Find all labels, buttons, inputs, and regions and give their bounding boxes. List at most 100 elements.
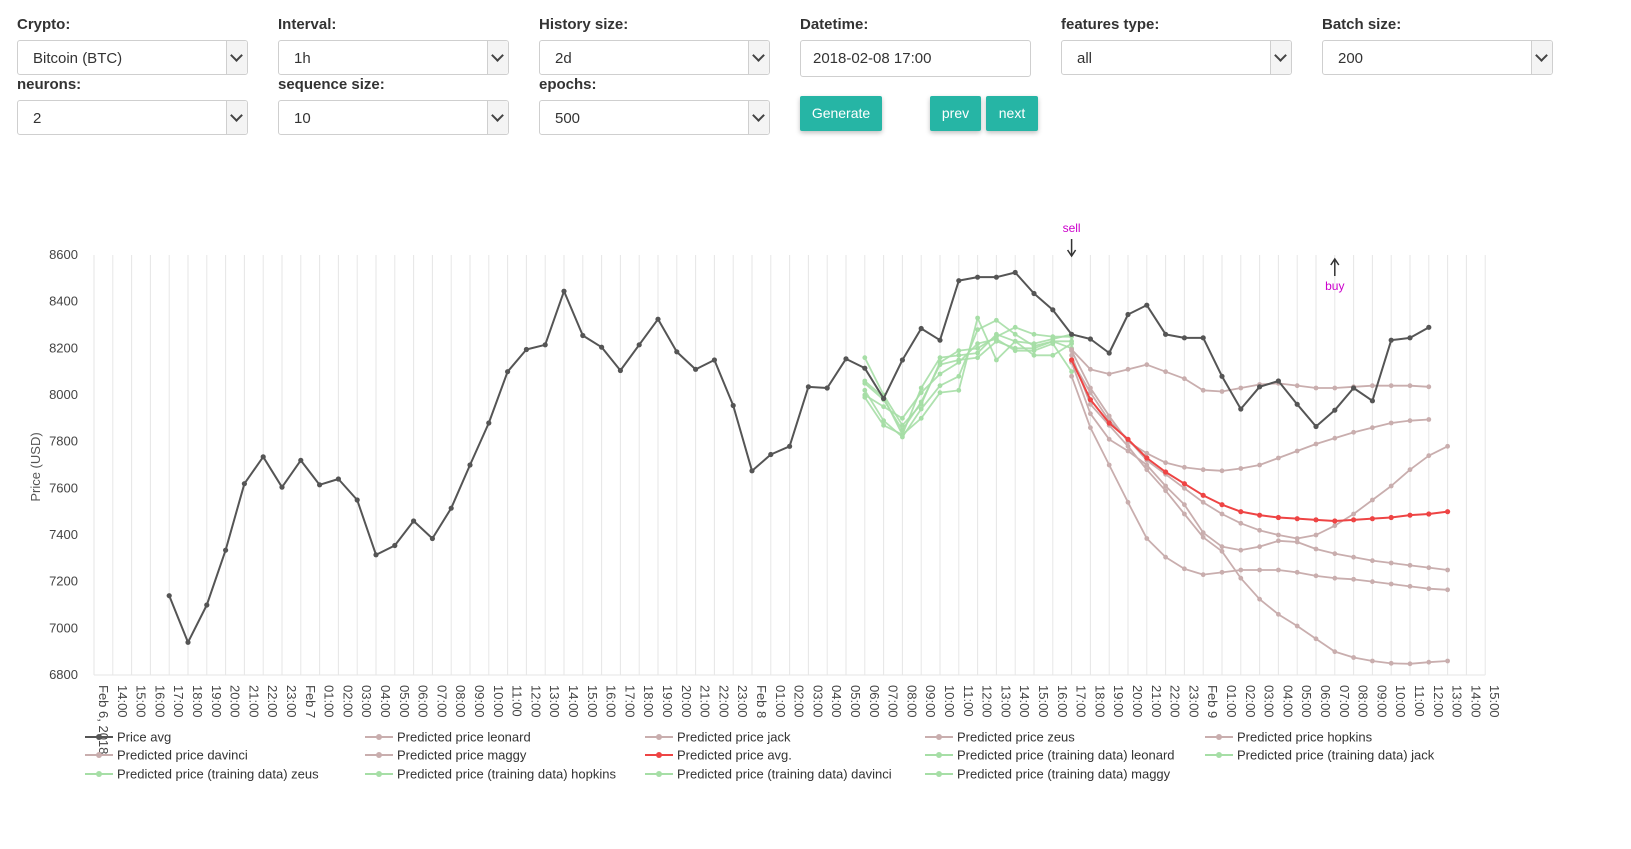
chevron-down-icon[interactable]: [1270, 41, 1291, 74]
x-tick-label: 06:00: [416, 685, 431, 718]
series-predicted-price-zeus: [1069, 373, 1450, 593]
data-point: [1276, 455, 1281, 461]
data-point: [1276, 532, 1281, 538]
x-tick-label: 20:00: [1130, 685, 1145, 718]
legend-label: Predicted price zeus: [957, 730, 1075, 745]
data-point: [1276, 611, 1281, 617]
series-line: [863, 326, 1072, 427]
epochs-select[interactable]: 500: [539, 100, 770, 135]
data-point: [674, 349, 680, 355]
data-point: [1332, 523, 1338, 529]
x-tick-label: 20:00: [228, 685, 243, 718]
data-point: [1106, 436, 1112, 442]
data-point: [1200, 492, 1206, 498]
data-point: [1200, 499, 1206, 505]
x-tick-label: 14:00: [566, 685, 581, 718]
features-type-value: all: [1077, 50, 1093, 67]
generate-button[interactable]: Generate: [800, 96, 882, 131]
batch-size-select[interactable]: 200: [1322, 40, 1553, 75]
data-point: [900, 432, 905, 438]
prev-button[interactable]: prev: [930, 96, 981, 131]
legend-swatch-dot: [1216, 734, 1222, 740]
data-point: [1407, 383, 1413, 389]
data-point: [1426, 511, 1432, 517]
data-point: [956, 373, 962, 379]
x-tick-label: 12:00: [528, 685, 543, 718]
legend-label: Predicted price (training data) leonard: [957, 748, 1175, 763]
data-point: [881, 404, 886, 410]
x-tick-label: 01:00: [773, 685, 788, 718]
chevron-down-icon[interactable]: [1531, 41, 1552, 74]
series-predicted-price-maggy: [1069, 359, 1450, 573]
x-tick-label: 05:00: [1299, 685, 1314, 718]
x-tick-label: 19:00: [1111, 685, 1126, 718]
x-tick-label: 14:00: [1017, 685, 1032, 718]
data-point: [1144, 302, 1150, 308]
data-point: [1200, 335, 1206, 341]
crypto-select[interactable]: Bitcoin (BTC): [17, 40, 248, 75]
x-tick-label: 07:00: [434, 685, 449, 718]
features-type-select[interactable]: all: [1061, 40, 1292, 75]
next-button[interactable]: next: [986, 96, 1038, 131]
data-point: [1313, 573, 1319, 579]
legend-label: Price avg: [117, 730, 171, 745]
series-line: [1070, 350, 1429, 472]
data-point: [1332, 551, 1338, 557]
data-point: [1238, 385, 1244, 391]
data-point: [1351, 429, 1356, 435]
chevron-down-icon[interactable]: [487, 101, 508, 134]
datetime-input[interactable]: 2018-02-08 17:00: [800, 40, 1031, 77]
data-point: [1313, 546, 1319, 552]
chevron-down-icon[interactable]: [226, 41, 247, 74]
data-point: [1088, 411, 1093, 417]
data-point: [1388, 483, 1394, 489]
data-point: [1125, 311, 1131, 318]
interval-label: Interval:: [278, 16, 337, 33]
data-point: [730, 402, 736, 409]
data-point: [937, 337, 943, 343]
data-point: [1031, 352, 1037, 358]
data-point: [1181, 335, 1187, 341]
epochs-label: epochs:: [539, 76, 597, 93]
chevron-down-icon[interactable]: [748, 41, 769, 74]
data-point: [1445, 509, 1451, 515]
data-point: [486, 420, 492, 426]
data-point: [1257, 567, 1262, 573]
data-point: [918, 325, 924, 332]
data-point: [1426, 659, 1432, 665]
legend-label: Predicted price hopkins: [1237, 730, 1373, 745]
y-tick-label: 7400: [49, 527, 78, 542]
chevron-down-icon[interactable]: [748, 101, 769, 134]
chart-annotations: sell buy: [1063, 221, 1345, 293]
data-point: [975, 350, 980, 356]
data-point: [1050, 338, 1056, 344]
data-point: [260, 454, 266, 460]
chevron-down-icon[interactable]: [226, 101, 247, 134]
data-point: [317, 482, 323, 488]
chevron-down-icon[interactable]: [487, 41, 508, 74]
x-tick-label: 19:00: [209, 685, 224, 718]
legend-item: Predicted price (training data) zeus: [85, 767, 319, 782]
legend-label: Predicted price avg.: [677, 748, 792, 763]
x-tick-label: 13:00: [547, 685, 562, 718]
x-tick-label: 16:00: [604, 685, 619, 718]
y-tick-label: 6800: [49, 667, 78, 682]
data-point: [1200, 530, 1206, 536]
interval-select[interactable]: 1h: [278, 40, 509, 75]
history-size-select[interactable]: 2d: [539, 40, 770, 75]
legend-item: Predicted price jack: [645, 730, 791, 745]
data-point: [693, 366, 699, 372]
data-point: [1200, 387, 1206, 393]
data-point: [1351, 655, 1356, 660]
sequence-size-select[interactable]: 10: [278, 100, 509, 135]
data-point: [1370, 558, 1375, 564]
data-point: [1257, 596, 1262, 602]
sequence-size-value: 10: [294, 110, 311, 127]
data-point: [1294, 448, 1300, 454]
legend-item: Predicted price (training data) jack: [1205, 748, 1435, 763]
annotation-label: buy: [1325, 279, 1344, 293]
data-point: [1163, 554, 1168, 560]
datetime-label: Datetime:: [800, 16, 869, 33]
neurons-select[interactable]: 2: [17, 100, 248, 135]
x-tick-label: 09:00: [1374, 685, 1389, 718]
